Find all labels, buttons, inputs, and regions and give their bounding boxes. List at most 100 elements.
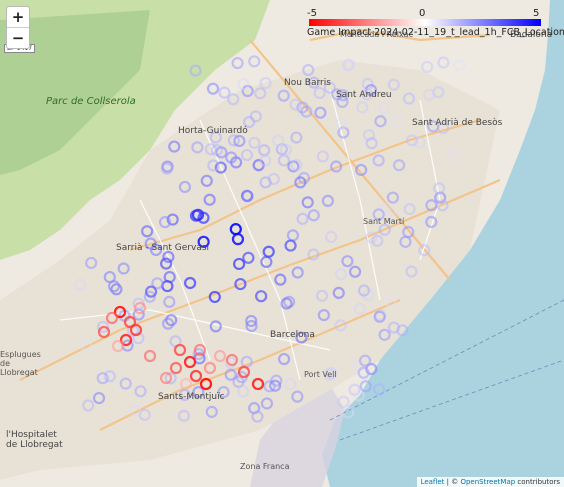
impact-marker[interactable] [447, 149, 460, 162]
impact-marker[interactable] [207, 159, 220, 172]
impact-marker[interactable] [252, 159, 265, 172]
zoom-in-button[interactable]: + [7, 7, 29, 28]
impact-marker[interactable] [97, 325, 111, 339]
impact-marker[interactable] [378, 223, 391, 236]
impact-marker[interactable] [362, 129, 376, 142]
impact-marker[interactable] [389, 114, 402, 127]
impact-marker[interactable] [191, 208, 205, 221]
impact-marker[interactable] [337, 89, 350, 102]
impact-marker[interactable] [357, 366, 370, 379]
impact-marker[interactable] [294, 176, 307, 189]
impact-marker[interactable] [260, 255, 273, 268]
impact-marker[interactable] [103, 371, 116, 384]
impact-marker[interactable] [307, 248, 320, 261]
impact-marker[interactable] [275, 143, 288, 156]
impact-marker[interactable] [255, 290, 268, 303]
impact-marker[interactable] [237, 385, 250, 398]
impact-marker[interactable] [314, 106, 327, 119]
impact-marker[interactable] [307, 76, 320, 89]
impact-marker[interactable] [274, 273, 287, 286]
impact-marker[interactable] [205, 405, 218, 418]
impact-marker[interactable] [421, 60, 434, 74]
impact-marker[interactable] [418, 244, 431, 257]
impact-marker[interactable] [199, 377, 213, 391]
impact-marker[interactable] [143, 349, 157, 363]
impact-marker[interactable] [402, 92, 416, 105]
impact-marker[interactable] [336, 95, 349, 108]
impact-marker[interactable] [214, 161, 227, 174]
impact-marker[interactable] [245, 314, 258, 328]
impact-marker[interactable] [361, 88, 374, 101]
leaflet-link[interactable]: Leaflet [420, 478, 445, 486]
impact-marker[interactable] [377, 102, 391, 115]
impact-marker[interactable] [177, 409, 191, 422]
impact-marker[interactable] [342, 58, 355, 71]
impact-marker[interactable] [242, 251, 255, 264]
impact-marker[interactable] [262, 245, 275, 258]
impact-marker[interactable] [134, 385, 147, 398]
impact-marker[interactable] [387, 78, 400, 91]
impact-marker[interactable] [225, 353, 239, 367]
impact-marker[interactable] [321, 194, 334, 208]
impact-marker[interactable] [259, 76, 272, 90]
impact-marker[interactable] [272, 134, 285, 147]
impact-marker[interactable] [372, 154, 385, 167]
impact-marker[interactable] [206, 82, 220, 95]
impact-marker[interactable] [105, 311, 119, 325]
impact-marker[interactable] [334, 268, 348, 281]
impact-marker[interactable] [215, 146, 228, 159]
impact-marker[interactable] [129, 403, 142, 417]
impact-marker[interactable] [280, 297, 293, 310]
impact-marker[interactable] [231, 233, 245, 246]
impact-marker[interactable] [123, 315, 137, 329]
impact-marker[interactable] [160, 257, 173, 270]
impact-marker[interactable] [151, 277, 164, 290]
impact-marker[interactable] [178, 180, 192, 194]
impact-marker[interactable] [284, 377, 297, 391]
impact-marker[interactable] [243, 115, 256, 129]
impact-marker[interactable] [227, 134, 240, 147]
impact-marker[interactable] [423, 88, 436, 101]
impact-marker[interactable] [209, 131, 222, 144]
impact-marker[interactable] [79, 338, 92, 352]
impact-marker[interactable] [74, 278, 87, 291]
impact-marker[interactable] [162, 250, 175, 264]
impact-marker[interactable] [342, 406, 355, 419]
impact-marker[interactable] [323, 81, 336, 94]
impact-marker[interactable] [189, 369, 203, 383]
impact-marker[interactable] [352, 389, 365, 402]
impact-marker[interactable] [233, 257, 246, 271]
impact-marker[interactable] [373, 383, 386, 396]
impact-marker[interactable] [129, 323, 143, 337]
impact-marker[interactable] [237, 365, 251, 379]
impact-marker[interactable] [144, 285, 158, 298]
impact-marker[interactable] [251, 377, 265, 391]
impact-marker[interactable] [241, 84, 254, 98]
impact-marker[interactable] [245, 319, 258, 333]
impact-marker[interactable] [258, 144, 271, 157]
impact-marker[interactable] [350, 360, 363, 373]
impact-marker[interactable] [386, 191, 400, 204]
impact-marker[interactable] [160, 162, 174, 175]
impact-marker[interactable] [278, 352, 291, 366]
impact-marker[interactable] [85, 256, 98, 270]
impact-marker[interactable] [402, 225, 415, 239]
impact-marker[interactable] [191, 141, 204, 154]
impact-marker[interactable] [231, 56, 244, 70]
impact-marker[interactable] [119, 377, 132, 390]
impact-marker[interactable] [259, 176, 272, 189]
impact-marker[interactable] [361, 77, 374, 91]
impact-marker[interactable] [277, 154, 291, 167]
impact-marker[interactable] [184, 276, 197, 290]
impact-marker[interactable] [233, 134, 246, 148]
impact-marker[interactable] [117, 262, 130, 275]
impact-marker[interactable] [348, 265, 362, 278]
impact-marker[interactable] [325, 230, 338, 243]
impact-marker[interactable] [240, 148, 254, 162]
impact-marker[interactable] [405, 134, 419, 147]
impact-marker[interactable] [413, 136, 426, 149]
impact-marker[interactable] [290, 131, 303, 144]
impact-marker[interactable] [365, 231, 378, 244]
impact-marker[interactable] [289, 98, 302, 111]
